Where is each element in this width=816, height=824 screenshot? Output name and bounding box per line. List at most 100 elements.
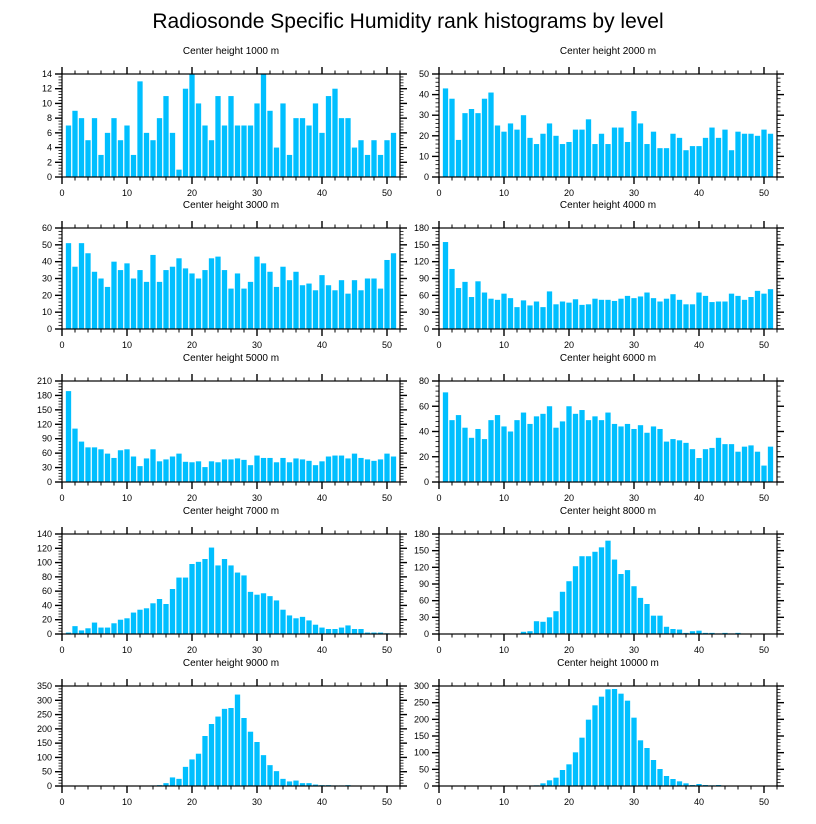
x-tick-label: 10 [122, 493, 132, 503]
histogram-bar [221, 270, 228, 329]
histogram-bar [202, 736, 208, 786]
x-tick-label: 50 [382, 493, 392, 503]
y-tick-label: 40 [42, 257, 52, 267]
histogram-panel: Center height 8000 m 0 10 20 30 40 50 0 30 60 90 12… [414, 506, 784, 655]
histogram-bar [689, 631, 696, 634]
y-tick-label: 20 [419, 452, 429, 462]
y-tick-label: 210 [37, 376, 52, 386]
histogram-bar [312, 784, 319, 786]
histogram-bar [202, 467, 208, 482]
histogram-bar [527, 423, 533, 482]
panel-title: Center height 2000 m [560, 46, 656, 57]
histogram-bar [631, 111, 637, 177]
y-tick-label: 60 [42, 448, 52, 458]
histogram-bar [507, 123, 514, 177]
x-tick-label: 40 [694, 340, 704, 350]
histogram-bar [299, 118, 306, 177]
histogram-bar [280, 457, 286, 482]
histogram-bar [657, 301, 663, 329]
histogram-bar [657, 428, 663, 482]
histogram-bar [247, 125, 254, 177]
histogram-bar [488, 92, 494, 177]
histogram-bar [546, 123, 553, 177]
histogram-bar [657, 615, 663, 634]
histogram-bar [182, 268, 189, 329]
histogram-bar [202, 559, 208, 634]
histogram-bar [241, 288, 247, 329]
y-tick-label: 12 [42, 84, 52, 94]
histogram-bar [345, 458, 351, 482]
x-tick-label: 50 [759, 188, 769, 198]
histogram-bar [605, 689, 611, 786]
x-tick-label: 10 [499, 645, 509, 655]
histogram-bar [130, 456, 137, 482]
histogram-bar [572, 413, 579, 482]
histogram-bar [702, 295, 709, 329]
histogram-bar [527, 305, 533, 329]
histogram-bar [332, 290, 338, 329]
y-tick-label: 200 [37, 724, 52, 734]
histogram-bar [306, 283, 312, 329]
y-tick-label: 80 [419, 376, 429, 386]
y-tick-label: 60 [419, 596, 429, 606]
histogram-bar [592, 416, 598, 482]
histogram-bar [767, 289, 774, 329]
x-tick-label: 0 [59, 340, 64, 350]
histogram-bar [319, 132, 325, 177]
histogram-bar [156, 599, 163, 634]
histogram-bar [676, 137, 683, 177]
histogram-bar [319, 627, 325, 634]
histogram-bar [546, 780, 553, 786]
histogram-bar [585, 556, 592, 634]
histogram-bar [455, 139, 462, 177]
y-tick-label: 0 [47, 172, 52, 182]
histogram-bar [540, 621, 546, 634]
figure-title: Radiosonde Specific Humidity rank histog… [152, 10, 664, 33]
y-tick-label: 120 [37, 419, 52, 429]
histogram-bar [572, 566, 579, 634]
x-tick-label: 10 [122, 797, 132, 807]
histogram-bar [618, 127, 624, 177]
histogram-bar [761, 129, 767, 177]
x-tick-label: 20 [564, 797, 574, 807]
y-tick-label: 350 [37, 681, 52, 691]
histogram-bar [520, 631, 527, 634]
x-tick-label: 0 [59, 188, 64, 198]
histogram-bar [273, 771, 280, 786]
histogram-bar [559, 591, 566, 634]
histogram-bar [650, 298, 657, 329]
histogram-bar [65, 125, 72, 177]
x-tick-label: 20 [564, 188, 574, 198]
histogram-bar [215, 256, 221, 329]
histogram-bar [260, 263, 267, 329]
histogram-bar [176, 169, 182, 177]
histogram-bar [195, 461, 202, 482]
histogram-bar [85, 253, 91, 329]
histogram-bar [182, 577, 189, 634]
histogram-bar [189, 462, 195, 482]
histogram-bar [546, 617, 553, 634]
histogram-bar [715, 301, 722, 329]
histogram-bar [215, 462, 221, 482]
x-tick-label: 40 [317, 188, 327, 198]
histogram-bar [169, 132, 176, 177]
histogram-bar [111, 261, 117, 329]
y-tick-label: 150 [414, 240, 429, 250]
histogram-bar [377, 288, 384, 329]
histogram-bar [202, 270, 208, 329]
histogram-bar [189, 564, 195, 634]
histogram-bar [247, 281, 254, 329]
y-tick-label: 300 [414, 681, 429, 691]
histogram-bar [618, 574, 624, 634]
y-tick-label: 20 [42, 290, 52, 300]
histogram-bar [696, 630, 702, 634]
histogram-bar [319, 275, 325, 329]
histogram-bar [130, 154, 137, 177]
panel-title: Center height 9000 m [183, 658, 279, 669]
histogram-bar [468, 109, 475, 177]
histogram-bar [273, 600, 280, 634]
histogram-bar [754, 290, 761, 329]
histogram-bar [559, 144, 566, 177]
histogram-bar [553, 135, 559, 177]
